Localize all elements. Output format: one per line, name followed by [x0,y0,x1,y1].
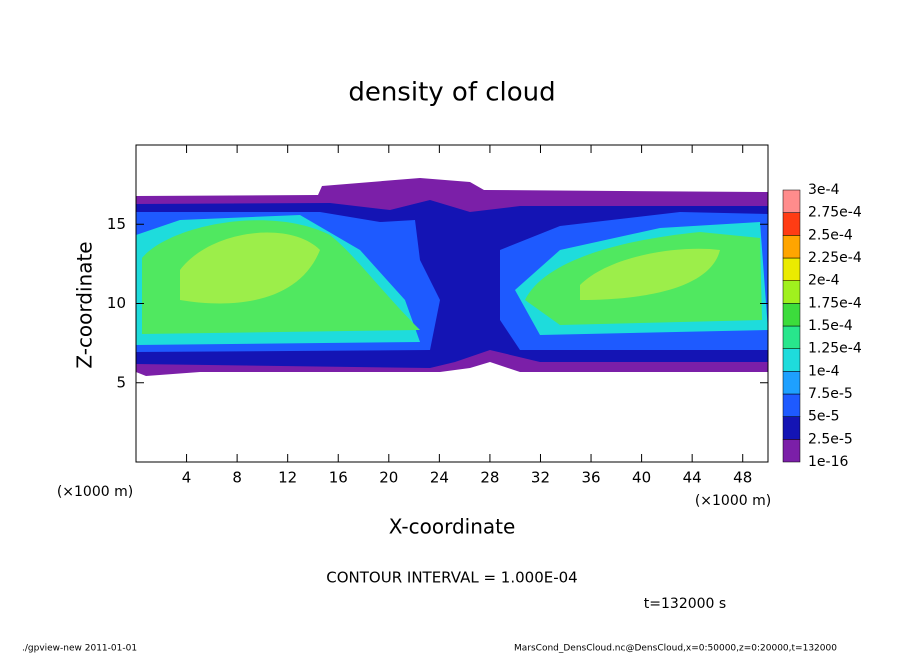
colorbar-box [782,439,801,463]
colorbar-label: 2e-4 [808,273,840,289]
x-tick-label: 4 [182,469,192,487]
time-label: t=132000 s [644,596,726,612]
colorbar-box [782,235,801,259]
y-tick-label: 15 [107,215,126,233]
x-tick-label: 32 [531,469,550,487]
footer-right: MarsCond_DensCloud.nc@DensCloud,x=0:5000… [514,644,837,654]
colorbar-label: 7.5e-5 [808,386,853,402]
field-lightgreen [180,232,720,304]
colorbar-box [782,212,801,236]
colorbar-box [782,416,801,440]
y-axis-label: Z-coordinate [73,241,97,368]
colorbar-label: 2.75e-4 [808,205,862,221]
colorbar-label: 2.5e-5 [808,431,853,447]
x-tick-label: 28 [480,469,499,487]
x-tick-label: 24 [430,469,449,487]
colorbar-box [782,280,801,304]
field [136,178,768,376]
x-axis-label: X-coordinate [389,515,516,539]
x-unit-label: (×1000 m) [695,493,771,509]
colorbar-label: 1e-16 [808,454,848,470]
chart-title: density of cloud [348,78,555,108]
colorbar-label: 5e-5 [808,409,839,425]
colorbar-label: 2.5e-4 [808,227,853,243]
colorbar-box [782,348,801,372]
colorbar-box [782,325,801,349]
contour-interval: CONTOUR INTERVAL = 1.000E-04 [326,569,577,587]
colorbar-box [782,257,801,281]
colorbar-label: 1e-4 [808,363,840,379]
colorbar-box [782,371,801,395]
x-tick-label: 48 [733,469,752,487]
x-tick-label: 40 [632,469,651,487]
y-tick-label: 10 [107,294,126,312]
colorbar-label: 1.5e-4 [808,318,853,334]
x-tick-label: 16 [329,469,348,487]
colorbar-label: 1.25e-4 [808,341,862,357]
colorbar-box [782,189,801,213]
footer-left: ./gpview-new 2011-01-01 [22,644,137,654]
y-tick-label: 5 [116,373,126,391]
colorbar-box [782,393,801,417]
colorbar-label: 1.75e-4 [808,295,862,311]
x-tick-label: 44 [683,469,702,487]
colorbar-label: 3e-4 [808,182,840,198]
x-tick-label: 36 [581,469,600,487]
x-tick-label: 12 [278,469,297,487]
colorbar-label: 2.25e-4 [808,250,862,266]
x-tick-label: 20 [379,469,398,487]
colorbar-box [782,303,801,327]
x-tick-label: 8 [232,469,242,487]
x-unit-label: (×1000 m) [57,484,133,500]
